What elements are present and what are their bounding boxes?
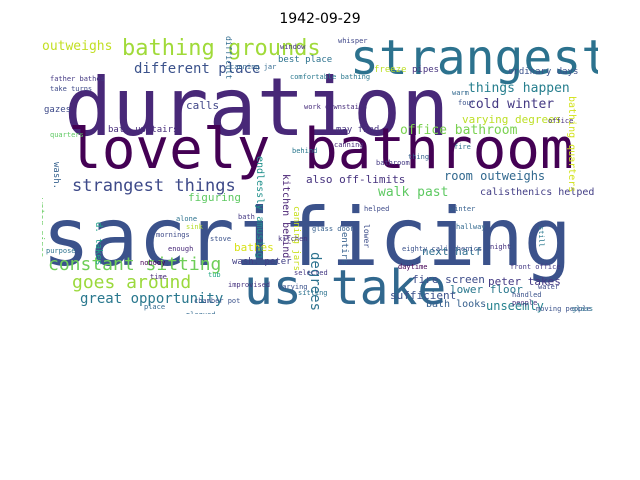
cloud-word: freeze bbox=[374, 65, 407, 75]
cloud-word: calisthenics helped bbox=[480, 187, 595, 198]
cloud-word: purpose bbox=[46, 247, 76, 255]
cloud-word: wash. peter bbox=[232, 257, 292, 267]
cloud-word: walk past bbox=[378, 185, 449, 200]
cloud-word: plagued bbox=[186, 312, 216, 315]
cloud-word: whisper bbox=[338, 37, 368, 45]
cloud-word: goes around bbox=[72, 272, 192, 293]
cloud-word: behind bbox=[292, 147, 318, 155]
cloud-word: chamber pot bbox=[194, 297, 241, 305]
word-cloud: sacrificing duration lovely bathroom us tak… bbox=[42, 36, 598, 314]
cloud-word: kitchen bbox=[278, 235, 308, 243]
cloud-word: office bathroom bbox=[400, 123, 518, 138]
cloud-word: canning bbox=[334, 141, 364, 149]
cloud-word: glass bbox=[572, 305, 594, 313]
cloud-word: work downstairs bbox=[304, 103, 368, 111]
cloud-word: figuring bbox=[188, 191, 241, 204]
cloud-word: improvised bbox=[228, 281, 271, 289]
cloud-word: constant sitting bbox=[48, 254, 222, 275]
cloud-word: handled bbox=[512, 291, 542, 299]
cloud-word: next half bbox=[422, 245, 482, 258]
cloud-word: sitting bbox=[298, 289, 328, 297]
cloud-word: mornings bbox=[156, 231, 190, 239]
cloud-word: front office bbox=[510, 263, 561, 271]
cloud-word: four bbox=[458, 99, 475, 107]
cloud-word: daytime bbox=[398, 263, 428, 271]
cloud-word: also off-limits bbox=[306, 173, 406, 186]
cloud-word: lovely bathroom bbox=[68, 117, 574, 182]
cloud-word: water pipes bbox=[42, 198, 45, 258]
cloud-word: alone bbox=[176, 215, 198, 223]
cloud-word: lower floor bbox=[450, 283, 523, 296]
cloud-word: best place bbox=[278, 55, 333, 65]
cloud-word: great opportunity bbox=[80, 291, 224, 307]
cloud-word: calls bbox=[186, 99, 220, 112]
cloud-word: bath upstairs bbox=[108, 125, 179, 135]
cloud-word: bath bbox=[238, 213, 255, 221]
cloud-word: people bbox=[512, 299, 538, 307]
cloud-word: hallway bbox=[456, 223, 486, 231]
cloud-word: lower bbox=[362, 224, 371, 249]
cloud-word: comfortable bathing bbox=[290, 73, 371, 81]
cloud-word: strangest bbox=[350, 36, 598, 86]
cloud-word: things happen bbox=[468, 81, 570, 96]
cloud-word: time bbox=[150, 273, 167, 281]
figure-title: 1942-09-29 bbox=[279, 11, 361, 27]
cloud-word: fire screen bbox=[412, 273, 485, 286]
cloud-word: father bathes bbox=[50, 75, 105, 83]
cloud-word: strangest things bbox=[72, 176, 236, 196]
cloud-word: cold winter bbox=[468, 97, 555, 112]
cloud-word: sufficient bbox=[390, 289, 457, 302]
cloud-word: varying bbox=[278, 283, 308, 291]
cloud-word: ordinary days bbox=[508, 67, 579, 77]
cloud-word: helped bbox=[364, 205, 390, 213]
cloud-word: stove bbox=[210, 235, 232, 243]
cloud-word: moving people bbox=[536, 305, 591, 313]
cloud-word: tub bbox=[208, 271, 221, 279]
cloud-word: gazes bbox=[44, 105, 72, 115]
cloud-word: bathes bbox=[234, 241, 274, 254]
cloud-word: enough bbox=[168, 245, 194, 253]
cloud-word: difficult bbox=[224, 36, 233, 80]
cloud-word: outweighs bbox=[42, 39, 113, 54]
cloud-word: take turns bbox=[50, 85, 93, 93]
cloud-word: entire bbox=[339, 232, 349, 265]
cloud-word: quarters bbox=[50, 131, 84, 139]
cloud-word: winter bbox=[450, 205, 476, 213]
cloud-word: fire bbox=[454, 143, 471, 151]
cloud-word: wash. bbox=[51, 162, 61, 190]
cloud-word: us take bbox=[244, 260, 447, 314]
cloud-word: d. takes bbox=[93, 222, 103, 266]
cloud-word: place bbox=[144, 303, 166, 311]
cloud-word: eighty calisthenics bbox=[402, 245, 483, 253]
cloud-word: different place bbox=[134, 61, 261, 77]
cloud-word: may find bbox=[336, 125, 380, 135]
cloud-word: room outweighs bbox=[444, 169, 546, 183]
cloud-word: warm bbox=[452, 89, 469, 97]
cloud-word: peter takes bbox=[488, 275, 561, 288]
cloud-word: endlessly amusing bbox=[254, 156, 265, 259]
cloud-word: sacrificing bbox=[42, 191, 572, 284]
cloud-word: glass door bbox=[312, 225, 355, 233]
cloud-word: nobody bbox=[140, 259, 166, 267]
cloud-word: window bbox=[280, 43, 306, 51]
cloud-word: unseemly bbox=[486, 299, 544, 313]
cloud-word: bath looks bbox=[426, 299, 487, 310]
cloud-word: canning jar bbox=[230, 63, 277, 71]
cloud-word: night bbox=[490, 243, 512, 251]
cloud-word: thing bbox=[408, 153, 430, 161]
cloud-word: bathing quarters bbox=[566, 96, 577, 193]
cloud-word: still bbox=[537, 226, 545, 248]
cloud-word: bathroom bbox=[376, 159, 410, 167]
cloud-word: water bbox=[538, 283, 560, 291]
cloud-word: pipes bbox=[412, 65, 440, 75]
cloud-word: duration bbox=[64, 61, 450, 154]
cloud-word: varying degrees bbox=[462, 113, 562, 126]
cloud-word: sink bbox=[186, 223, 203, 231]
cloud-word: bathing grounds bbox=[122, 36, 321, 61]
cloud-word: selected bbox=[294, 269, 328, 277]
cloud-word: degrees bbox=[307, 252, 323, 312]
cloud-word: office bbox=[548, 117, 574, 125]
cloud-word: kitchen behind bbox=[280, 174, 291, 259]
